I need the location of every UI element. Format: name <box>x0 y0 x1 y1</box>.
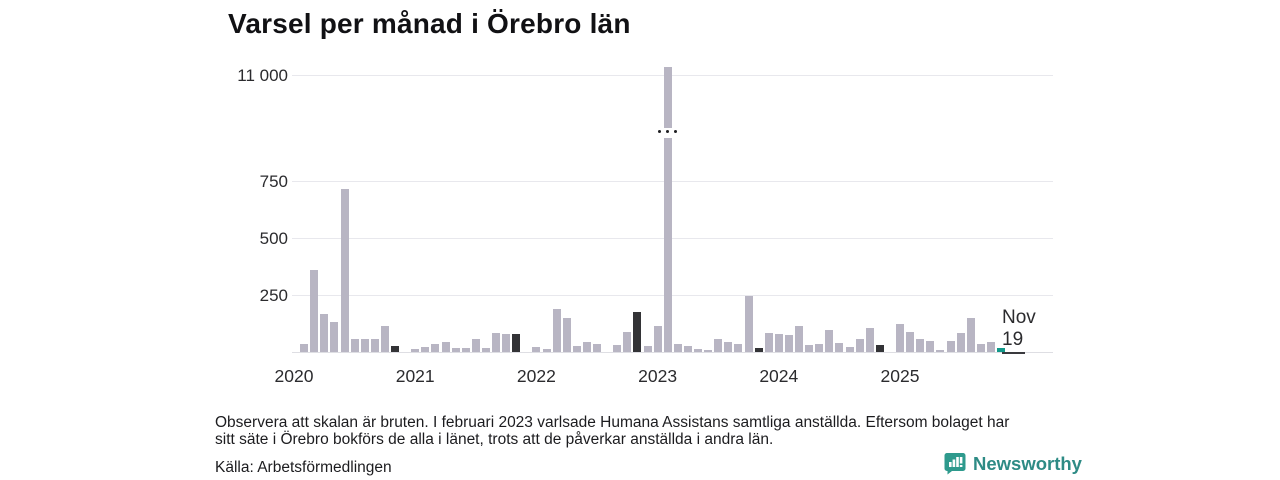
bar-maj-2021 <box>451 347 460 352</box>
bar-jun-2022 <box>582 341 591 352</box>
bar-sep-2025 <box>976 343 985 352</box>
bar-nov-2025 <box>997 347 1005 352</box>
bar-sep-2020 <box>370 339 379 352</box>
gridline-750 <box>292 181 1053 182</box>
footnote-line-2: sitt säte i Örebro bokförs de alla i län… <box>215 431 774 448</box>
bar-jan-2025 <box>896 324 904 352</box>
bar-aug-2020 <box>360 339 369 352</box>
y-axis-tick-label: 500 <box>259 229 288 248</box>
bar-dec-2023 <box>764 332 773 352</box>
bar-jul-2025 <box>956 333 965 352</box>
bar-feb-2025 <box>906 332 915 352</box>
bar-mar-2023 <box>673 344 682 352</box>
bar-nov-2023 <box>754 348 763 352</box>
axis-break-dot <box>674 130 678 133</box>
bar-okt-2021 <box>502 333 511 352</box>
bar-apr-2021 <box>441 341 450 352</box>
x-axis-tick-label-2025: 2025 <box>880 366 920 386</box>
bar-maj-2023 <box>694 348 702 352</box>
bar-jan-2022 <box>532 347 541 352</box>
bar-feb-2020 <box>300 344 309 352</box>
bar-jan-2023 <box>653 325 662 352</box>
bar-jul-2022 <box>593 344 601 352</box>
gridline-500 <box>292 238 1053 239</box>
bar-jun-2020 <box>340 189 349 352</box>
bar-jan-2024 <box>774 333 783 352</box>
newsworthy-brand: Newsworthy <box>944 452 1082 475</box>
gridline-250 <box>292 295 1053 296</box>
bar-okt-2023 <box>744 295 753 352</box>
bar-okt-2025 <box>986 341 995 352</box>
bar-okt-2024 <box>865 328 874 352</box>
bar-jun-2023 <box>704 350 713 352</box>
bar-jul-2023 <box>714 338 723 352</box>
y-axis-tick-label: 11 000 <box>237 66 288 85</box>
bar-jun-2025 <box>946 340 955 352</box>
bar-mar-2020 <box>310 269 319 352</box>
x-axis-tick-label-2021: 2021 <box>395 366 435 386</box>
bar-feb-2022 <box>542 349 551 352</box>
bar-feb-2021 <box>421 346 430 352</box>
bar-nov-2021 <box>512 333 521 352</box>
bar-mar-2025 <box>916 339 925 352</box>
bar-aug-2024 <box>845 347 854 352</box>
bar-apr-2022 <box>562 318 571 352</box>
bar-jul-2020 <box>350 339 359 352</box>
bar-apr-2024 <box>805 344 814 352</box>
bar-mar-2022 <box>552 308 561 352</box>
x-axis-tick-label-2023: 2023 <box>638 366 678 386</box>
bar-maj-2020 <box>330 322 339 352</box>
bar-feb-2024 <box>784 335 793 352</box>
bar-nov-2022 <box>633 312 642 352</box>
bar-jun-2021 <box>461 347 470 352</box>
bar-feb-2023-upper-segment <box>663 67 672 128</box>
bar-feb-2023-lower-segment <box>663 138 672 352</box>
page-title: Varsel per månad i Örebro län <box>228 8 631 39</box>
bar-okt-2022 <box>623 331 632 352</box>
bar-apr-2023 <box>683 345 692 352</box>
current-value-annotation: 19 <box>1002 329 1026 354</box>
newsworthy-brand-name: Newsworthy <box>973 452 1082 474</box>
bar-maj-2022 <box>572 345 581 352</box>
bar-jun-2024 <box>825 330 834 352</box>
axis-break-dot <box>658 130 662 133</box>
bar-jul-2021 <box>471 339 480 352</box>
bar-sep-2021 <box>492 332 500 352</box>
x-axis-tick-label-2024: 2024 <box>759 366 799 386</box>
bar-dec-2022 <box>643 345 652 352</box>
bar-maj-2024 <box>815 343 824 352</box>
bar-mar-2021 <box>431 344 440 352</box>
bar-apr-2020 <box>320 313 329 352</box>
bar-maj-2025 <box>936 349 945 352</box>
bar-sep-2023 <box>734 344 743 352</box>
footnote-line-1: Observera att skalan är bruten. I februa… <box>215 414 1010 431</box>
bar-mar-2024 <box>795 326 803 352</box>
bar-apr-2025 <box>926 341 935 352</box>
bar-okt-2020 <box>380 325 389 352</box>
source-label: Källa: Arbetsförmedlingen <box>215 459 392 476</box>
bar-nov-2024 <box>875 344 884 352</box>
current-month-annotation: Nov <box>1002 307 1036 328</box>
bar-jan-2021 <box>411 349 420 352</box>
bar-jul-2024 <box>835 342 844 352</box>
bar-sep-2024 <box>855 339 864 352</box>
bar-aug-2025 <box>966 318 975 352</box>
axis-break-dot <box>666 130 670 133</box>
x-axis-line <box>292 352 1053 353</box>
bar-nov-2020 <box>391 346 399 352</box>
y-axis-tick-label: 750 <box>259 172 288 191</box>
bar-sep-2022 <box>613 344 622 352</box>
x-axis-tick-label-2022: 2022 <box>516 366 556 386</box>
x-axis-tick-label-2020: 2020 <box>274 366 314 386</box>
newsworthy-logo-icon <box>944 452 966 475</box>
bar-aug-2023 <box>724 341 733 352</box>
bar-aug-2021 <box>481 348 490 352</box>
y-axis-tick-label: 250 <box>259 286 288 305</box>
gridline-11000 <box>292 75 1053 76</box>
